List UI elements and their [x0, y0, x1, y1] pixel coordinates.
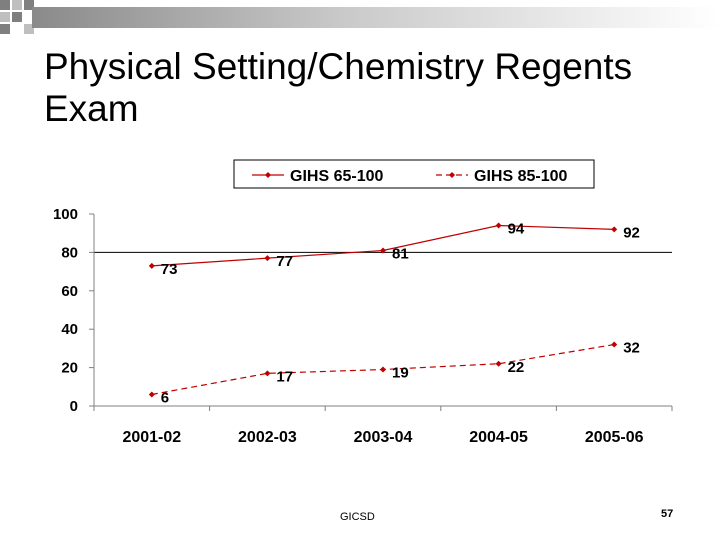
- slide-title: Physical Setting/Chemistry Regents Exam: [44, 46, 633, 129]
- series-2-point-3: [495, 360, 502, 367]
- series-1-data-label-2: 81: [392, 245, 409, 262]
- series-1-data-label-1: 77: [276, 253, 293, 270]
- series-1-data-label-0: 73: [161, 261, 178, 278]
- y-tick-label-40: 40: [61, 321, 78, 338]
- footer-text: GICSD: [340, 511, 375, 523]
- header-gradient-bar: [32, 7, 720, 28]
- x-category-label-2003-04: 2003-04: [354, 429, 413, 446]
- legend-marker-2: [449, 172, 455, 178]
- series-2-data-label-2: 19: [392, 365, 409, 382]
- series-2-point-4: [611, 341, 618, 348]
- series-1-data-label-3: 94: [508, 221, 525, 238]
- x-category-label-2001-02: 2001-02: [122, 429, 181, 446]
- y-tick-label-80: 80: [61, 244, 78, 261]
- legend-label-2: GIHS 85-100: [474, 168, 567, 185]
- y-tick-label-20: 20: [61, 360, 78, 377]
- series-2-point-0: [148, 391, 155, 398]
- legend-box: [233, 159, 595, 189]
- series-1-point-0: [148, 262, 155, 269]
- series-1-point-3: [495, 222, 502, 229]
- x-category-label-2005-06: 2005-06: [585, 429, 644, 446]
- series-2-point-1: [264, 370, 271, 377]
- series-2-data-label-3: 22: [508, 359, 525, 376]
- series-1-point-4: [611, 226, 618, 233]
- x-category-label-2002-03: 2002-03: [238, 429, 297, 446]
- y-tick-label-100: 100: [53, 206, 78, 223]
- series-2-point-2: [380, 366, 386, 373]
- series-1-point-1: [264, 255, 271, 262]
- legend-label-1: GIHS 65-100: [290, 168, 383, 185]
- y-tick-label-0: 0: [70, 398, 78, 415]
- series-2-data-label-1: 17: [276, 368, 293, 385]
- y-tick-label-60: 60: [61, 283, 78, 300]
- series-1-point-2: [380, 247, 386, 254]
- page-number: 57: [661, 508, 674, 520]
- series-2-data-label-4: 32: [623, 340, 640, 357]
- series-1-data-label-4: 92: [623, 224, 640, 241]
- series-2-data-label-0: 6: [161, 389, 169, 406]
- legend-marker-1: [265, 172, 271, 178]
- series-line-1: [151, 224, 615, 267]
- x-category-label-2004-05: 2004-05: [469, 429, 528, 446]
